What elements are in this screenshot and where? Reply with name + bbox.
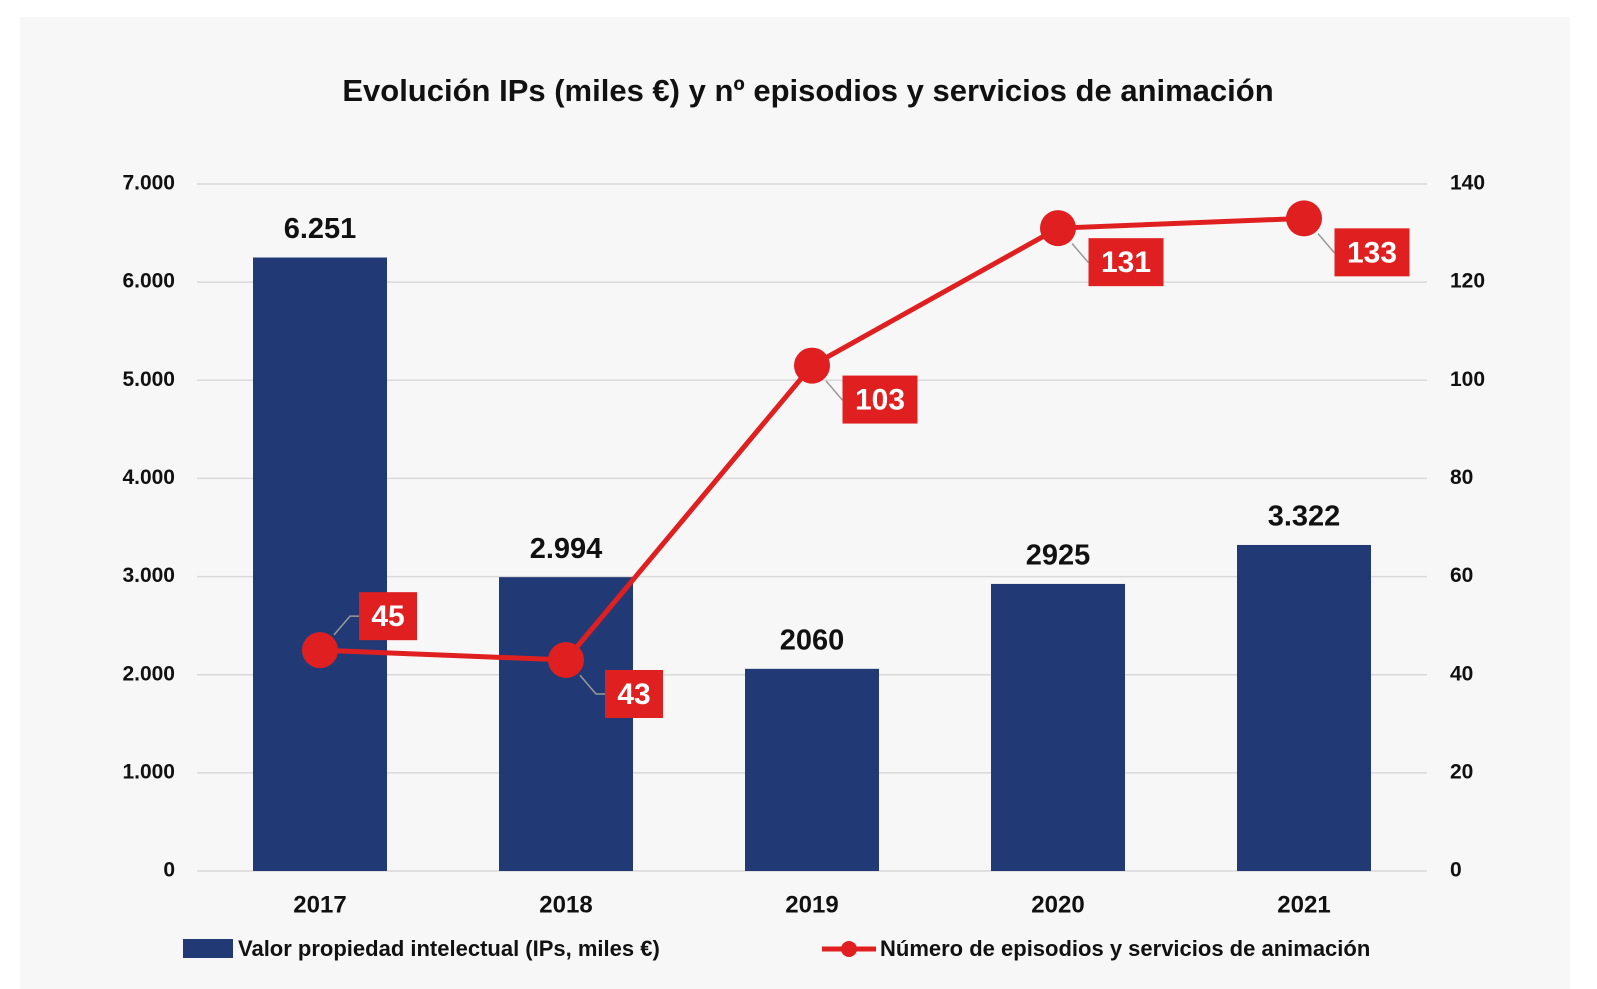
bar	[991, 583, 1125, 871]
bar-value-label: 2060	[780, 624, 845, 656]
y2-tick-label: 40	[1450, 662, 1473, 685]
label-box	[1088, 238, 1164, 287]
chart-title: Evolución IPs (miles €) y nº episodios y…	[342, 73, 1273, 108]
y2-tick-label: 80	[1450, 466, 1473, 489]
bar-value-label: 2925	[1026, 540, 1091, 572]
y2-tick-label: 20	[1450, 760, 1473, 783]
y-tick-label: 3.000	[122, 564, 175, 587]
y-tick-label: 1.000	[122, 760, 175, 783]
y2-tick-label: 60	[1450, 564, 1473, 587]
legend-label: Valor propiedad intelectual (IPs, miles …	[238, 936, 660, 961]
bar	[1237, 544, 1371, 871]
label-box	[1334, 228, 1410, 277]
y-tick-label: 7.000	[122, 172, 175, 195]
y2-tick-label: 140	[1450, 172, 1485, 195]
y2-tick-label: 120	[1450, 270, 1485, 293]
label-leader	[579, 674, 605, 695]
label-leader	[1317, 233, 1335, 254]
line-marker	[1040, 210, 1076, 247]
x-tick-label: 2018	[539, 891, 592, 918]
label-box	[605, 669, 663, 718]
x-tick-label: 2017	[293, 891, 346, 918]
x-tick-label: 2019	[785, 891, 838, 918]
bar	[745, 668, 879, 871]
line-value-label: 133	[1347, 236, 1397, 269]
bar-value-label: 2.994	[530, 533, 603, 565]
legend-label: Número de episodios y servicios de anima…	[880, 936, 1370, 961]
y-tick-label: 2.000	[122, 662, 175, 685]
line-value-label: 103	[855, 383, 905, 416]
label-leader	[333, 615, 359, 636]
y-tick-label: 5.000	[122, 368, 175, 391]
line-value-label: 45	[371, 600, 404, 633]
bar-value-label: 3.322	[1268, 501, 1341, 533]
y2-tick-label: 0	[1450, 859, 1462, 882]
y2-tick-label: 100	[1450, 368, 1485, 391]
label-box	[842, 375, 918, 424]
line-marker	[1286, 200, 1322, 237]
x-tick-label: 2021	[1277, 891, 1330, 918]
y-tick-label: 6.000	[122, 270, 175, 293]
bar	[499, 577, 633, 871]
line-value-label: 131	[1101, 246, 1151, 279]
line-value-label: 43	[617, 678, 650, 711]
line-marker	[794, 347, 830, 384]
label-leader	[1071, 242, 1089, 263]
bar-value-label: 6.251	[284, 213, 357, 245]
legend-marker	[841, 941, 857, 957]
y-tick-label: 4.000	[122, 466, 175, 489]
y-tick-label: 0	[163, 859, 175, 882]
legend-swatch	[183, 939, 233, 958]
line-marker	[302, 632, 338, 669]
bar	[253, 257, 387, 871]
x-tick-label: 2020	[1031, 891, 1084, 918]
line-marker	[548, 641, 584, 678]
label-box	[359, 592, 417, 641]
label-leader	[825, 380, 843, 401]
